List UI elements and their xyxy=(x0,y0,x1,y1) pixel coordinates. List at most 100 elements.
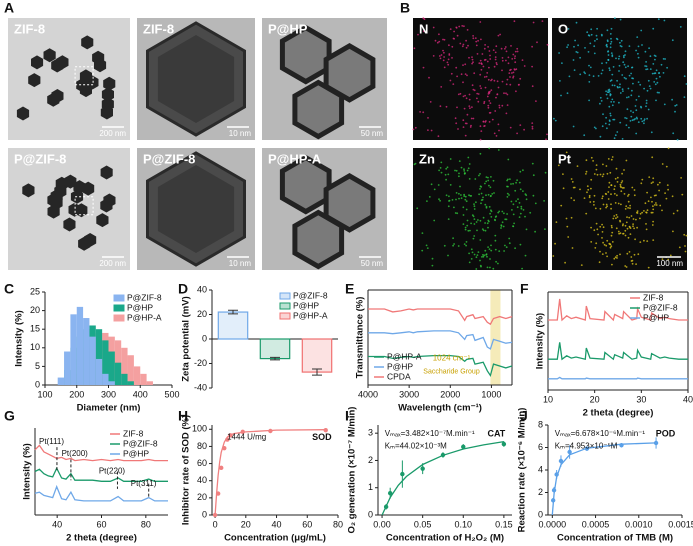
eds-dot xyxy=(476,229,478,232)
eds-dot xyxy=(631,77,633,80)
eds-dot xyxy=(531,45,533,48)
eds-dot xyxy=(636,36,639,38)
eds-dot xyxy=(663,19,666,22)
eds-dot xyxy=(626,96,628,99)
eds-dot xyxy=(508,194,510,196)
eds-dot xyxy=(445,105,448,108)
particle xyxy=(94,58,107,73)
eds-dot xyxy=(546,43,549,46)
eds-dot xyxy=(517,198,519,201)
data-point xyxy=(420,466,425,471)
eds-dot xyxy=(493,192,495,194)
eds-dot xyxy=(460,73,463,76)
eds-dot xyxy=(667,147,670,150)
eds-dot xyxy=(586,185,589,188)
image-label: P@ZIF-8 xyxy=(14,151,66,166)
eds-dot xyxy=(498,129,500,132)
eds-dot xyxy=(633,194,636,197)
annotation: CAT xyxy=(487,428,505,438)
eds-dot xyxy=(472,61,474,64)
x-axis-title: 2 theta (degree) xyxy=(66,533,137,544)
eds-dot xyxy=(621,138,624,140)
bar xyxy=(102,373,109,385)
eds-dot xyxy=(473,218,476,221)
eds-dot xyxy=(514,61,517,64)
eds-dot xyxy=(647,108,650,111)
eds-dot xyxy=(479,138,482,141)
eds-dot xyxy=(417,33,419,36)
eds-dot xyxy=(588,99,590,102)
annotation: 1444 U/mg xyxy=(227,433,266,442)
eds-dot xyxy=(610,245,613,248)
data-point xyxy=(240,429,245,435)
x-tick-label: 80 xyxy=(333,519,343,529)
eds-dot xyxy=(643,210,645,212)
scale-label: 200 nm xyxy=(99,129,126,138)
eds-dot xyxy=(470,258,473,260)
eds-dot xyxy=(464,195,467,198)
eds-dot xyxy=(590,241,593,243)
x-tick-label: 60 xyxy=(302,519,312,529)
particle xyxy=(323,173,376,233)
eds-dot xyxy=(504,244,506,247)
eds-dot xyxy=(493,132,496,135)
eds-dot xyxy=(681,193,684,196)
eds-dot xyxy=(513,222,515,225)
eds-dot xyxy=(636,211,638,214)
eds-dot xyxy=(601,253,604,256)
eds-dot xyxy=(655,202,657,204)
eds-dot xyxy=(594,247,597,249)
eds-dot xyxy=(658,189,660,192)
y-tick-label: 60 xyxy=(197,458,207,468)
data-point xyxy=(383,504,389,510)
eds-dot xyxy=(503,92,505,95)
eds-dot xyxy=(516,50,519,53)
eds-dot xyxy=(683,96,686,98)
eds-dot xyxy=(619,41,621,44)
eds-dot xyxy=(596,228,599,231)
eds-dot xyxy=(610,37,612,40)
eds-dot xyxy=(620,186,622,189)
eds-dot xyxy=(518,181,521,184)
eds-dot xyxy=(498,106,501,109)
eds-dot xyxy=(589,201,592,203)
eds-dot xyxy=(510,200,513,203)
eds-dot xyxy=(659,75,661,78)
eds-dot xyxy=(491,193,494,195)
eds-dot xyxy=(636,226,638,229)
eds-dot xyxy=(614,202,617,204)
legend-label: P@HP xyxy=(127,302,153,312)
bar xyxy=(259,338,291,360)
eds-dot xyxy=(462,206,465,209)
eds-dot xyxy=(652,239,655,242)
eds-dot xyxy=(505,83,508,86)
eds-dot xyxy=(609,246,612,249)
eds-dot xyxy=(590,156,593,159)
element-label: Zn xyxy=(419,151,435,166)
eds-dot xyxy=(616,176,619,179)
element-label: N xyxy=(419,21,428,36)
eds-dot xyxy=(462,64,464,66)
x-tick-label: 0.05 xyxy=(414,519,432,529)
eds-dot xyxy=(454,212,457,214)
eds-dot xyxy=(636,210,639,213)
eds-dot xyxy=(641,120,644,123)
eds-dot xyxy=(609,33,612,35)
eds-dot xyxy=(491,118,494,121)
eds-dot xyxy=(438,55,441,57)
eds-dot xyxy=(672,212,675,215)
eds-dot xyxy=(495,96,497,99)
eds-dot xyxy=(638,95,640,98)
eds-dot xyxy=(468,252,470,255)
eds-dot xyxy=(593,45,596,48)
eds-dot xyxy=(608,123,611,126)
annotation: SOD xyxy=(312,432,332,442)
eds-dot xyxy=(635,109,638,112)
eds-dot xyxy=(611,263,613,266)
eds-dot xyxy=(472,237,475,240)
eds-dot xyxy=(631,66,634,69)
eds-dot xyxy=(622,223,624,226)
data-point xyxy=(387,490,393,496)
eds-dot xyxy=(631,89,633,92)
eds-dot xyxy=(461,45,464,48)
